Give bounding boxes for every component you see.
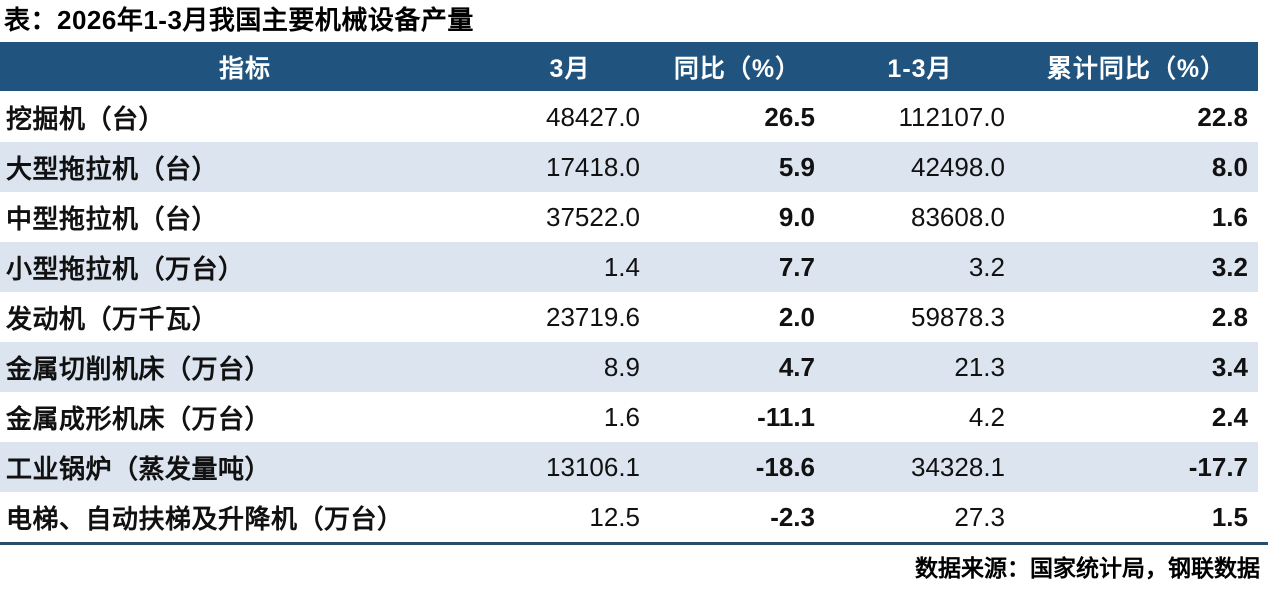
cell-yoy-value: -2.3: [650, 492, 825, 542]
cell-cumulative: 42498.0: [825, 142, 1015, 192]
cell-cumulative-yoy: 3.4: [1015, 342, 1258, 392]
cell-cumulative-yoy: 1.6: [1015, 192, 1258, 242]
cell-month-value: 48427.0: [490, 92, 650, 142]
cell-month-value: 37522.0: [490, 192, 650, 242]
table-row: 金属切削机床（万台） 8.9 4.7 21.3 3.4: [0, 342, 1258, 392]
bottom-rule: [0, 542, 1268, 545]
table-title: 表：2026年1-3月我国主要机械设备产量: [4, 5, 474, 35]
table-header: 指标 3月 同比（%） 1-3月 累计同比（%）: [0, 42, 1258, 93]
cell-yoy-value: 7.7: [650, 242, 825, 292]
cell-yoy-value: 26.5: [650, 92, 825, 142]
table-row: 大型拖拉机（台） 17418.0 5.9 42498.0 8.0: [0, 142, 1258, 192]
cell-indicator: 中型拖拉机（台）: [0, 192, 490, 242]
cell-month-value: 17418.0: [490, 142, 650, 192]
cell-cumulative: 112107.0: [825, 92, 1015, 142]
table-row: 中型拖拉机（台） 37522.0 9.0 83608.0 1.6: [0, 192, 1258, 242]
cell-cumulative: 3.2: [825, 242, 1015, 292]
cell-cumulative-yoy: -17.7: [1015, 442, 1258, 492]
cell-month-value: 13106.1: [490, 442, 650, 492]
cell-cumulative: 83608.0: [825, 192, 1015, 242]
production-table: 指标 3月 同比（%） 1-3月 累计同比（%） 挖掘机（台） 48427.0 26…: [0, 42, 1258, 542]
cell-indicator: 金属成形机床（万台）: [0, 392, 490, 442]
cell-cumulative-yoy: 8.0: [1015, 142, 1258, 192]
col-header-yoy: 同比（%）: [650, 42, 825, 93]
table-row: 小型拖拉机（万台） 1.4 7.7 3.2 3.2: [0, 242, 1258, 292]
cell-indicator: 电梯、自动扶梯及升降机（万台）: [0, 492, 490, 542]
cell-indicator: 金属切削机床（万台）: [0, 342, 490, 392]
cell-indicator: 挖掘机（台）: [0, 92, 490, 142]
table-row: 金属成形机床（万台） 1.6 -11.1 4.2 2.4: [0, 392, 1258, 442]
cell-cumulative-yoy: 22.8: [1015, 92, 1258, 142]
cell-yoy-value: 2.0: [650, 292, 825, 342]
cell-month-value: 12.5: [490, 492, 650, 542]
source-note: 数据来源：国家统计局，钢联数据: [915, 555, 1260, 581]
cell-cumulative-yoy: 3.2: [1015, 242, 1258, 292]
cell-cumulative: 34328.1: [825, 442, 1015, 492]
table-body: 挖掘机（台） 48427.0 26.5 112107.0 22.8 大型拖拉机（台） 174…: [0, 92, 1258, 542]
table-row: 挖掘机（台） 48427.0 26.5 112107.0 22.8: [0, 92, 1258, 142]
cell-indicator: 发动机（万千瓦）: [0, 292, 490, 342]
col-header-indicator: 指标: [0, 42, 490, 93]
cell-yoy-value: -11.1: [650, 392, 825, 442]
cell-yoy-value: -18.6: [650, 442, 825, 492]
cell-indicator: 小型拖拉机（万台）: [0, 242, 490, 292]
cell-cumulative: 21.3: [825, 342, 1015, 392]
cell-yoy-value: 4.7: [650, 342, 825, 392]
cell-cumulative-yoy: 2.8: [1015, 292, 1258, 342]
cell-cumulative: 27.3: [825, 492, 1015, 542]
cell-cumulative: 4.2: [825, 392, 1015, 442]
cell-yoy-value: 9.0: [650, 192, 825, 242]
cell-month-value: 1.4: [490, 242, 650, 292]
cell-cumulative-yoy: 2.4: [1015, 392, 1258, 442]
cell-month-value: 23719.6: [490, 292, 650, 342]
header-row: 指标 3月 同比（%） 1-3月 累计同比（%）: [0, 42, 1258, 93]
table-row: 工业锅炉（蒸发量吨） 13106.1 -18.6 34328.1 -17.7: [0, 442, 1258, 492]
cell-yoy-value: 5.9: [650, 142, 825, 192]
cell-cumulative: 59878.3: [825, 292, 1015, 342]
cell-cumulative-yoy: 1.5: [1015, 492, 1258, 542]
cell-indicator: 工业锅炉（蒸发量吨）: [0, 442, 490, 492]
col-header-cumulative-yoy: 累计同比（%）: [1015, 42, 1258, 93]
col-header-cumulative: 1-3月: [825, 42, 1015, 93]
table-row: 电梯、自动扶梯及升降机（万台） 12.5 -2.3 27.3 1.5: [0, 492, 1258, 542]
cell-indicator: 大型拖拉机（台）: [0, 142, 490, 192]
col-header-month: 3月: [490, 42, 650, 93]
table-row: 发动机（万千瓦） 23719.6 2.0 59878.3 2.8: [0, 292, 1258, 342]
cell-month-value: 1.6: [490, 392, 650, 442]
cell-month-value: 8.9: [490, 342, 650, 392]
